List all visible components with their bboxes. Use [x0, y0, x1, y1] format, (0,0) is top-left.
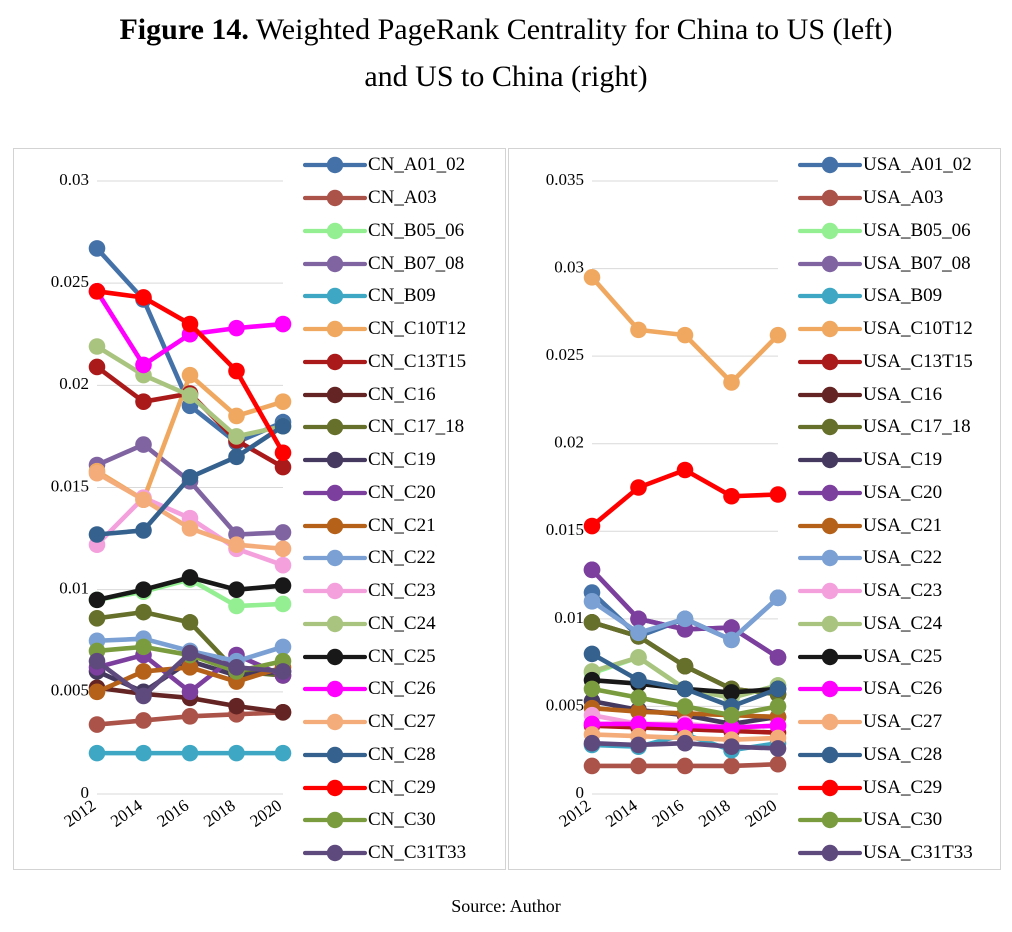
svg-text:0.01: 0.01	[59, 579, 89, 598]
svg-text:0.015: 0.015	[546, 520, 584, 539]
svg-text:2018: 2018	[695, 796, 734, 831]
svg-text:2020: 2020	[742, 796, 781, 831]
svg-text:0.005: 0.005	[546, 695, 584, 714]
svg-text:0.02: 0.02	[59, 374, 89, 393]
svg-text:0.015: 0.015	[51, 476, 89, 495]
svg-text:2014: 2014	[602, 795, 641, 830]
svg-text:2012: 2012	[556, 796, 595, 831]
svg-text:0.035: 0.035	[546, 170, 584, 189]
svg-text:0.03: 0.03	[59, 170, 89, 189]
svg-text:0.01: 0.01	[554, 608, 584, 627]
svg-text:0.025: 0.025	[546, 345, 584, 364]
svg-text:0.03: 0.03	[554, 257, 584, 276]
svg-text:2016: 2016	[649, 796, 688, 831]
svg-text:2018: 2018	[200, 796, 239, 831]
svg-text:2020: 2020	[247, 796, 286, 831]
svg-text:2012: 2012	[61, 796, 100, 831]
svg-text:2016: 2016	[154, 796, 193, 831]
svg-text:0.02: 0.02	[554, 433, 584, 452]
svg-text:0.005: 0.005	[51, 681, 89, 700]
svg-text:2014: 2014	[107, 795, 146, 830]
svg-text:0.025: 0.025	[51, 272, 89, 291]
